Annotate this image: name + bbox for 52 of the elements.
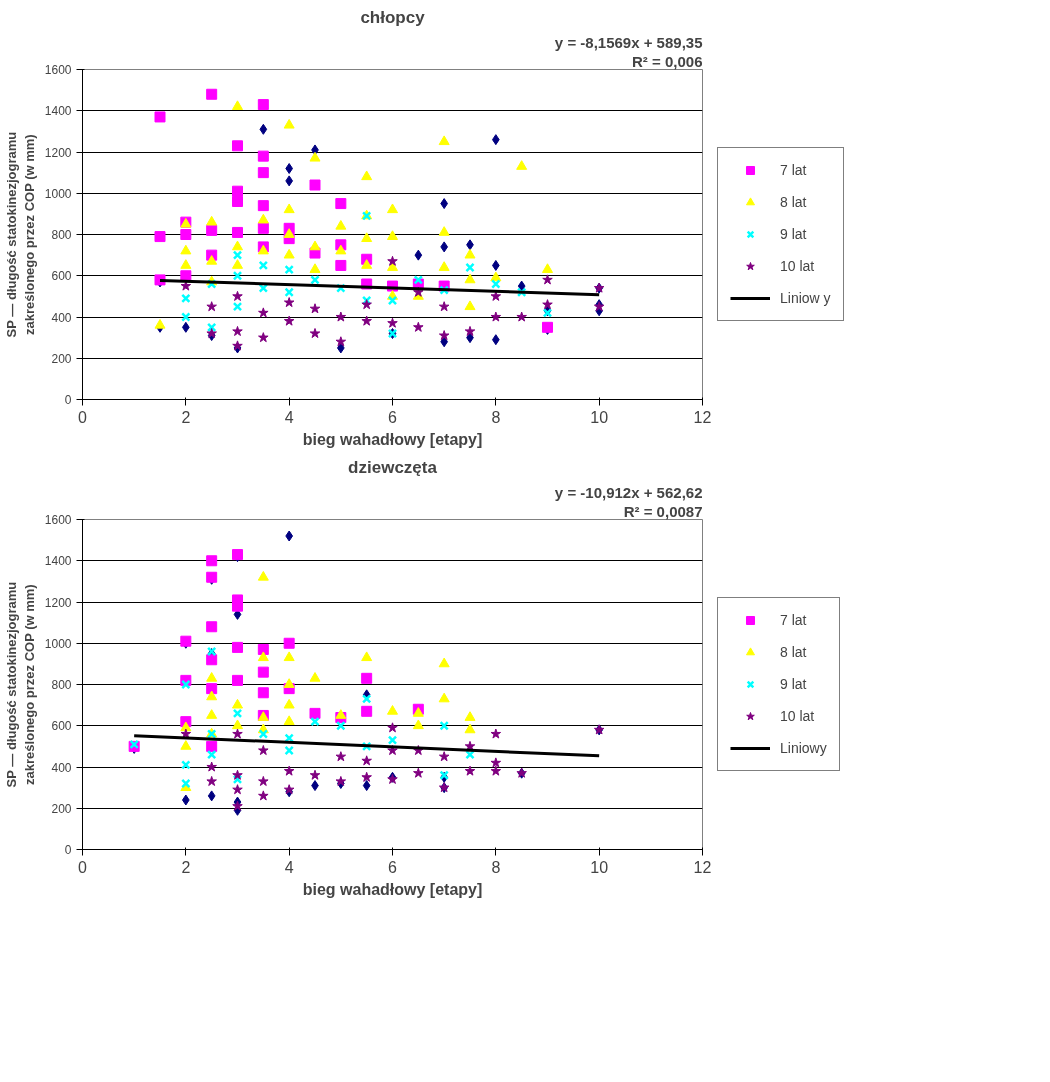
chart-title: chłopcy xyxy=(360,7,426,27)
y-tick-label: 600 xyxy=(51,269,72,284)
x-tick-label: 12 xyxy=(693,858,712,876)
y-axis-title: SP — długość statokinezjogramu zakreślonego przez COP (w mm) xyxy=(3,581,37,788)
x-tick-label: 4 xyxy=(284,858,294,876)
legend-label: 9 lat xyxy=(780,226,807,242)
y-tick-label: 400 xyxy=(51,310,72,325)
x-tick-label: 6 xyxy=(388,858,398,876)
legend-label: 8 lat xyxy=(780,644,807,660)
x-tick-label: 10 xyxy=(590,408,609,426)
y-tick-label: 600 xyxy=(51,719,72,734)
x-tick-label: 12 xyxy=(693,408,712,426)
x-tick-label: 8 xyxy=(491,858,501,876)
legend-label: Liniow y xyxy=(780,290,831,306)
legend-label: Liniowy xyxy=(780,740,827,756)
chart-title: dziewczęta xyxy=(348,457,438,477)
y-tick-label: 0 xyxy=(64,393,72,407)
y-tick-label: 800 xyxy=(51,678,72,692)
legend-label: 9 lat xyxy=(780,676,807,692)
y-tick-label: 400 xyxy=(51,760,72,775)
y-tick-label: 1000 xyxy=(44,186,72,201)
y-tick-label: 1200 xyxy=(44,595,72,610)
legend-label: 7 lat xyxy=(780,612,807,628)
y-tick-label: 200 xyxy=(51,801,72,816)
legend-label: 7 lat xyxy=(780,162,807,178)
y-tick-label: 1200 xyxy=(44,145,72,160)
x-axis-title: bieg wahadłowy [etapy] xyxy=(302,880,483,898)
x-tick-label: 10 xyxy=(590,858,609,876)
x-axis-title: bieg wahadłowy [etapy] xyxy=(302,430,483,448)
text: R² = 0,006 xyxy=(632,52,703,70)
x-tick-label: 0 xyxy=(78,408,88,426)
legend-label: 10 lat xyxy=(780,708,815,724)
x-tick-label: 8 xyxy=(491,408,501,426)
y-tick-label: 1400 xyxy=(44,554,72,569)
y-tick-label: 0 xyxy=(64,843,72,857)
y-tick-label: 800 xyxy=(51,228,72,242)
x-tick-label: 2 xyxy=(181,858,191,876)
x-tick-label: 2 xyxy=(181,408,191,426)
y-tick-label: 1000 xyxy=(44,636,72,651)
text: R² = 0,0087 xyxy=(623,502,703,520)
legend-label: 10 lat xyxy=(780,258,815,274)
y-tick-label: 1600 xyxy=(44,513,72,527)
y-tick-label: 1600 xyxy=(44,63,72,77)
x-tick-label: 6 xyxy=(388,408,398,426)
legend-label: 8 lat xyxy=(780,194,807,210)
y-axis-title: SP — długość statokinezjogramu zakreślonego przez COP (w mm) xyxy=(3,131,37,338)
y-tick-label: 1400 xyxy=(44,104,72,119)
x-tick-label: 4 xyxy=(284,408,294,426)
text: y = -10,912x + 562,62 xyxy=(554,483,703,501)
y-tick-label: 200 xyxy=(51,351,72,366)
text: y = -8,1569x + 589,35 xyxy=(554,33,703,51)
x-tick-label: 0 xyxy=(78,858,88,876)
